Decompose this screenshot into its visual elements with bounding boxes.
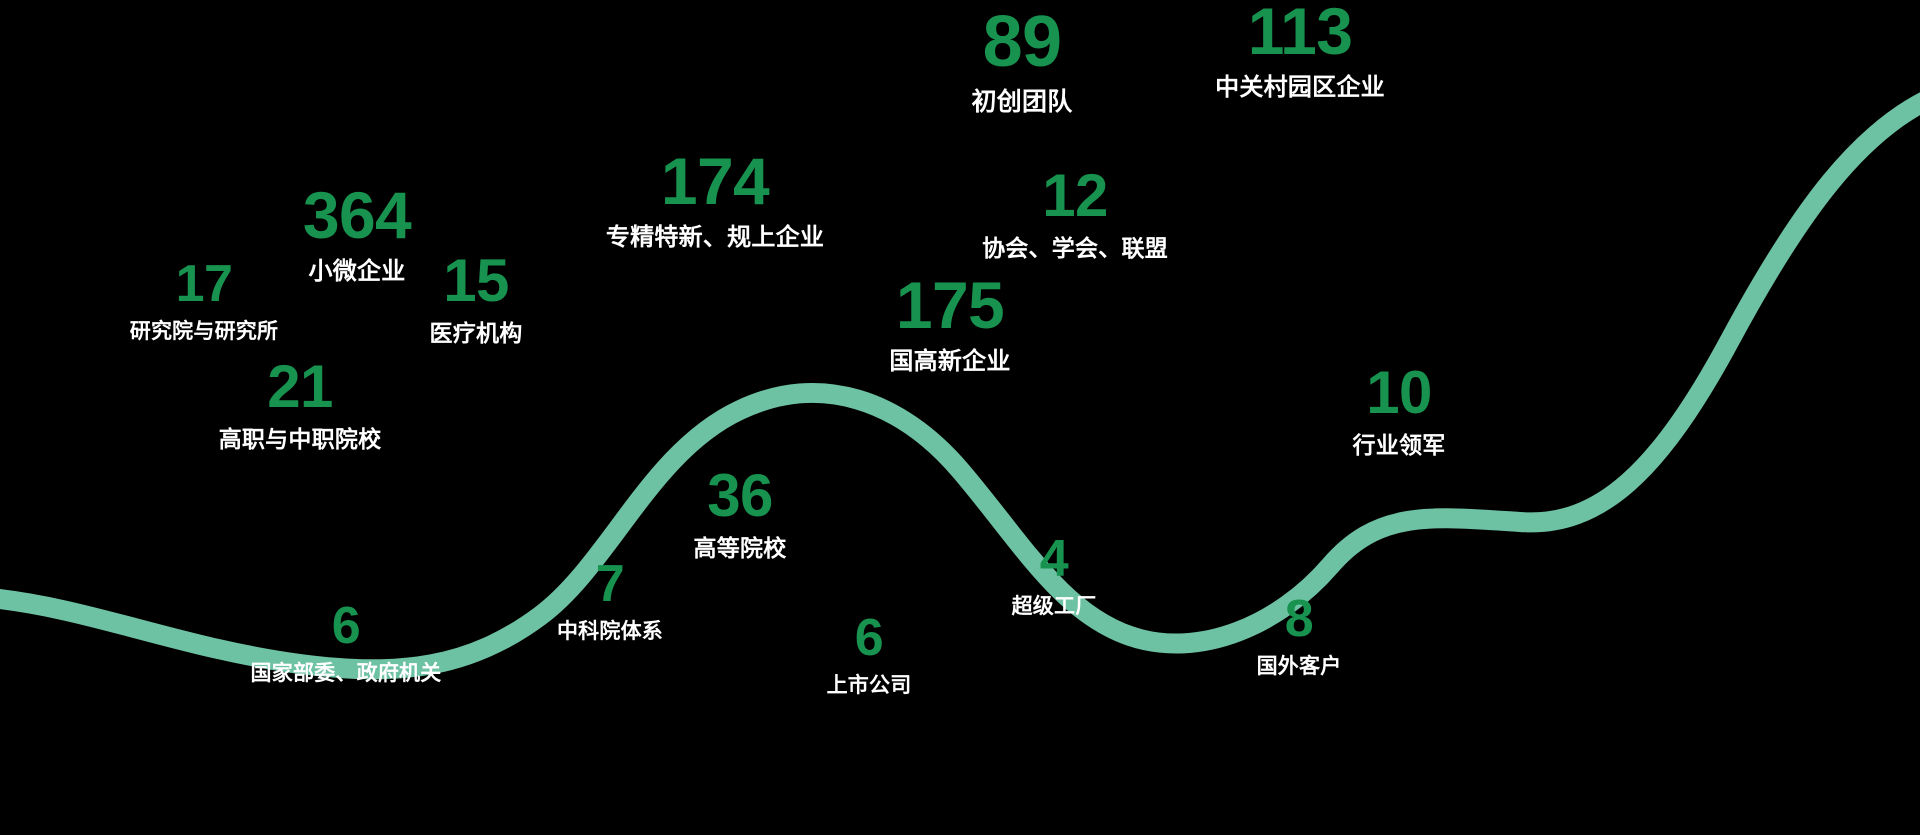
stat-label-specialized-new-enterprises: 专精特新、规上企业 (605, 224, 825, 252)
stat-value-ministries-government: 6 (331, 597, 361, 655)
stat-value-overseas-clients: 8 (1284, 590, 1314, 648)
stat-label-zhongguancun-park-enterprises: 中关村园区企业 (1215, 74, 1385, 102)
stat-item-medical-institutions: 15 医疗机构 (430, 250, 523, 347)
stat-value-zhongguancun-park-enterprises: 113 (1247, 0, 1353, 68)
stat-label-micro-small-enterprises: 小微企业 (308, 258, 406, 286)
stat-value-higher-education: 36 (707, 462, 773, 529)
stat-item-cas-system: 7 中科院体系 (556, 555, 664, 644)
stat-item-overseas-clients: 8 国外客户 (1256, 590, 1342, 679)
stat-value-associations-societies-alliances: 12 (1042, 162, 1108, 229)
stat-label-overseas-clients: 国外客户 (1256, 655, 1342, 679)
stat-item-higher-education: 36 高等院校 (694, 465, 787, 562)
stat-value-listed-companies: 6 (854, 609, 884, 667)
stat-value-super-factories: 4 (1039, 530, 1069, 588)
stat-label-national-high-tech-enterprises: 国高新企业 (889, 348, 1011, 376)
stat-label-medical-institutions: 医疗机构 (429, 320, 523, 347)
stat-item-listed-companies: 6 上市公司 (826, 609, 912, 698)
stat-label-ministries-government: 国家部委、政府机关 (250, 662, 442, 686)
stat-value-national-high-tech-enterprises: 175 (895, 268, 1005, 342)
stat-label-listed-companies: 上市公司 (826, 674, 912, 698)
stat-label-research-institutes: 研究院与研究所 (129, 320, 279, 344)
stat-value-industry-leaders: 10 (1366, 359, 1432, 426)
stat-label-super-factories: 超级工厂 (1011, 595, 1097, 619)
stat-value-medical-institutions: 15 (443, 247, 509, 314)
stat-value-research-institutes: 17 (175, 255, 233, 313)
stat-label-startup-teams: 初创团队 (971, 88, 1073, 117)
stat-value-startup-teams: 89 (982, 2, 1062, 82)
stat-value-micro-small-enterprises: 364 (302, 178, 412, 252)
stat-item-industry-leaders: 10 行业领军 (1353, 362, 1446, 459)
stat-item-associations-societies-alliances: 12 协会、学会、联盟 (982, 165, 1168, 262)
stat-item-ministries-government: 6 国家部委、政府机关 (250, 597, 442, 686)
stat-value-vocational-colleges: 21 (267, 353, 333, 420)
stat-label-industry-leaders: 行业领军 (1352, 432, 1446, 459)
stat-label-cas-system: 中科院体系 (556, 620, 664, 644)
stat-item-super-factories: 4 超级工厂 (1011, 530, 1097, 619)
wave-path (0, 92, 1920, 680)
stat-label-higher-education: 高等院校 (693, 535, 787, 562)
stat-item-research-institutes: 17 研究院与研究所 (129, 255, 279, 344)
stat-value-specialized-new-enterprises: 174 (660, 144, 770, 218)
stat-item-micro-small-enterprises: 364 小微企业 (302, 178, 412, 286)
stat-item-vocational-colleges: 21 高职与中职院校 (219, 356, 382, 453)
stat-value-cas-system: 7 (595, 555, 625, 613)
stat-item-zhongguancun-park-enterprises: 113 中关村园区企业 (1215, 0, 1385, 102)
stat-item-specialized-new-enterprises: 174 专精特新、规上企业 (605, 144, 825, 252)
stat-label-associations-societies-alliances: 协会、学会、联盟 (982, 235, 1168, 262)
stat-item-startup-teams: 89 初创团队 (971, 2, 1073, 117)
stat-item-national-high-tech-enterprises: 175 国高新企业 (889, 268, 1011, 376)
stat-label-vocational-colleges: 高职与中职院校 (218, 426, 382, 453)
